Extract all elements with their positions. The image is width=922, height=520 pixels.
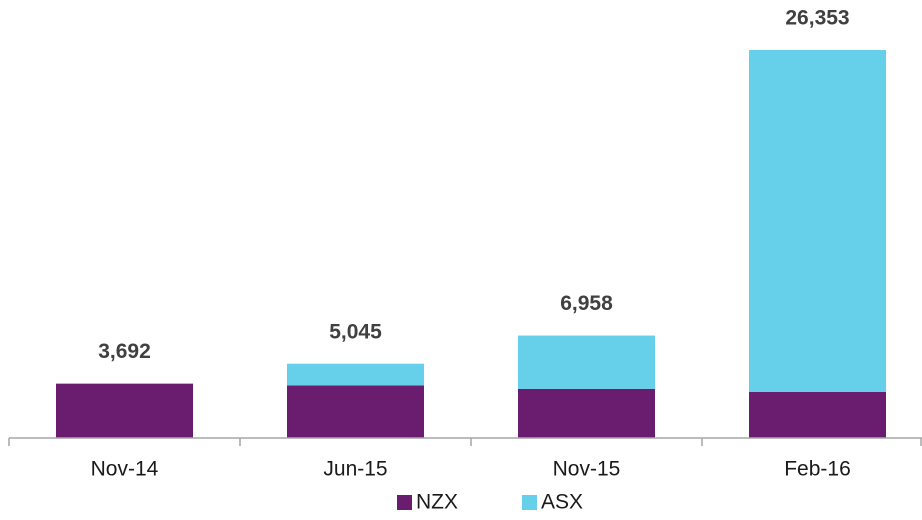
- total-label: 5,045: [329, 320, 382, 343]
- bar-segment: [518, 335, 655, 389]
- total-label: 26,353: [785, 7, 849, 30]
- x-tick-label: Feb-16: [784, 458, 851, 481]
- legend-label: NZX: [416, 491, 458, 514]
- total-label: 6,958: [560, 292, 613, 315]
- bar-segment: [287, 363, 424, 386]
- legend-label: ASX: [541, 491, 583, 514]
- total-label: 3,692: [98, 340, 151, 363]
- legend-swatch: [397, 495, 412, 510]
- bar-segment: [56, 383, 193, 438]
- bar-segment: [749, 392, 886, 438]
- bar-segment: [749, 50, 886, 393]
- legend-swatch: [522, 495, 537, 510]
- x-tick-label: Jun-15: [323, 458, 387, 481]
- x-tick-label: Nov-14: [91, 458, 159, 481]
- x-tick-label: Nov-15: [553, 458, 621, 481]
- bar-segment: [518, 388, 655, 438]
- bar-segment: [287, 385, 424, 438]
